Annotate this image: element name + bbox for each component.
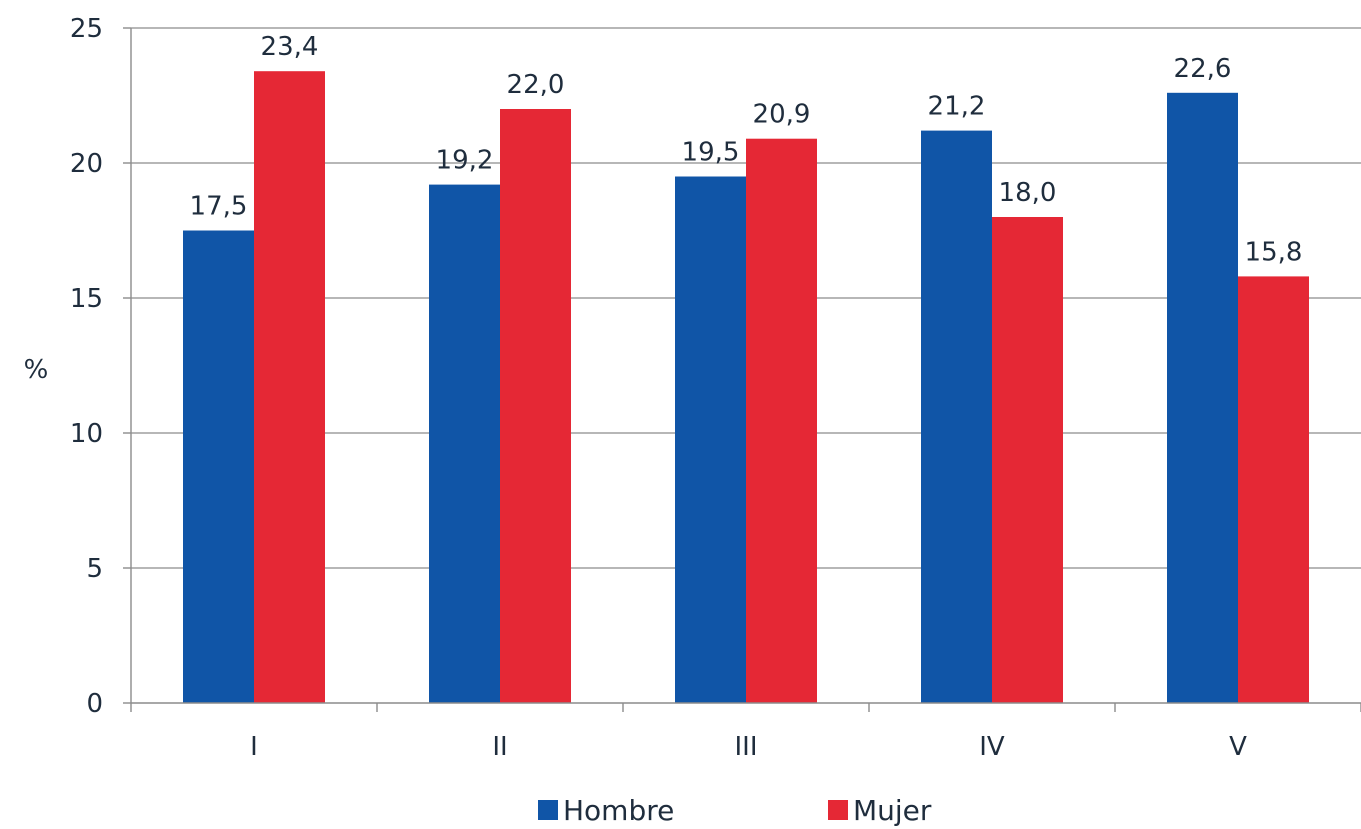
data-label-mujer: 20,9 [753,100,811,130]
x-tick-label: V [1229,732,1247,762]
bar-hombre [921,130,992,704]
data-label-hombre: 17,5 [190,192,248,222]
bar-hombre [1167,92,1238,704]
legend-swatch-mujer [828,800,848,820]
legend: Hombre Mujer [538,794,932,827]
bar-hombre [675,176,746,703]
bar-mujer [992,217,1063,703]
legend-swatch-hombre [538,800,558,820]
data-label-mujer: 18,0 [999,178,1057,208]
legend-label-hombre: Hombre [563,794,674,827]
axes [130,28,1361,712]
bars [183,71,1309,704]
data-labels: 17,5 23,4 19,2 22,0 19,5 20,9 21,2 18,0 22,6 15,8 [190,32,1303,267]
data-label-hombre: 19,5 [682,138,740,168]
y-tick-label: 20 [70,149,103,179]
bar-mujer [1238,276,1309,703]
x-tick-label: IV [979,732,1005,762]
y-tick-label: 25 [70,14,103,44]
bar-hombre [183,230,254,703]
x-tick-label: III [734,732,757,762]
bar-mujer [746,138,817,703]
data-label-mujer: 15,8 [1245,237,1303,267]
data-label-mujer: 23,4 [261,32,319,62]
x-tick-label: I [250,732,258,762]
x-tick-labels: I II III IV V [250,732,1247,762]
y-axis-label: % [24,355,49,385]
bar-mujer [500,109,571,703]
bar-hombre [429,184,500,704]
y-tick-label: 5 [86,554,103,584]
y-tick-label: 15 [70,284,103,314]
legend-label-mujer: Mujer [853,794,932,827]
data-label-hombre: 19,2 [436,146,494,176]
y-tick-label: 10 [70,419,103,449]
y-tick-labels: 0 5 10 15 20 25 [70,14,103,719]
y-tick-label: 0 [86,689,103,719]
data-label-hombre: 21,2 [928,92,986,122]
data-label-hombre: 22,6 [1174,54,1232,84]
x-tick-label: II [492,732,507,762]
data-label-mujer: 22,0 [507,70,565,100]
bar-mujer [254,71,325,703]
